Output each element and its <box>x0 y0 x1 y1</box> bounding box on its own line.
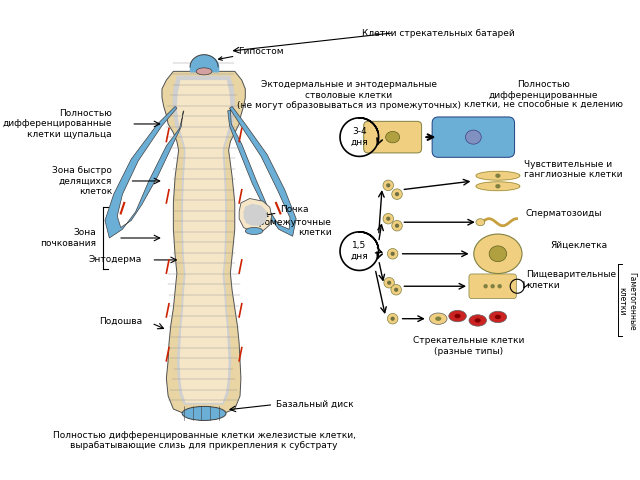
Ellipse shape <box>383 214 394 224</box>
Ellipse shape <box>497 284 502 288</box>
Text: Стрекательные клетки
(разные типы): Стрекательные клетки (разные типы) <box>413 336 525 356</box>
Ellipse shape <box>387 281 391 285</box>
Ellipse shape <box>386 216 390 221</box>
Ellipse shape <box>245 228 263 235</box>
Ellipse shape <box>391 285 401 295</box>
Text: Яйцеклетка: Яйцеклетка <box>550 240 607 250</box>
Polygon shape <box>228 107 296 236</box>
Ellipse shape <box>429 313 447 324</box>
Ellipse shape <box>387 313 398 324</box>
Ellipse shape <box>495 174 500 178</box>
Ellipse shape <box>495 184 500 189</box>
Ellipse shape <box>435 316 442 321</box>
Ellipse shape <box>475 318 481 323</box>
Text: Зона
почкования: Зона почкования <box>40 228 96 248</box>
FancyBboxPatch shape <box>469 274 516 299</box>
Text: Энтодерма: Энтодерма <box>88 255 142 264</box>
Text: Клетки стрекательных батарей: Клетки стрекательных батарей <box>362 29 515 38</box>
Text: Полностью
дифференцированные
клетки, не способные к делению: Полностью дифференцированные клетки, не … <box>464 80 623 110</box>
Ellipse shape <box>495 315 501 319</box>
Ellipse shape <box>454 314 461 318</box>
Text: Почка: Почка <box>264 205 309 216</box>
Ellipse shape <box>490 284 495 288</box>
Polygon shape <box>476 182 520 191</box>
Text: Эктодермальные и энтодермальные
стволовые клетки
(не могут образовываться из про: Эктодермальные и энтодермальные стволовы… <box>237 80 461 110</box>
Ellipse shape <box>489 311 507 323</box>
Text: Чувствительные и
ганглиозные клетки: Чувствительные и ганглиозные клетки <box>524 160 623 180</box>
Ellipse shape <box>469 315 486 326</box>
Ellipse shape <box>465 130 481 144</box>
Ellipse shape <box>394 288 398 292</box>
Ellipse shape <box>395 192 399 196</box>
Text: Гаметогенные
клетки: Гаметогенные клетки <box>617 272 637 330</box>
Text: Пищеварительные
клетки: Пищеварительные клетки <box>526 270 616 290</box>
Ellipse shape <box>483 284 488 288</box>
Ellipse shape <box>390 252 395 256</box>
Ellipse shape <box>474 234 522 274</box>
Ellipse shape <box>489 246 507 262</box>
Text: Полностью
дифференцированные
клетки щупальца: Полностью дифференцированные клетки щупа… <box>3 109 112 139</box>
Ellipse shape <box>383 180 394 191</box>
Text: Сперматозоиды: Сперматозоиды <box>526 209 602 218</box>
FancyBboxPatch shape <box>364 121 422 153</box>
Ellipse shape <box>476 219 484 226</box>
Polygon shape <box>105 107 184 238</box>
Polygon shape <box>244 204 268 226</box>
Ellipse shape <box>196 68 212 75</box>
Ellipse shape <box>384 277 394 288</box>
Ellipse shape <box>449 311 467 322</box>
Text: Полностью дифференцированные клетки железистые клетки,
вырабатывающие слизь для : Полностью дифференцированные клетки желе… <box>52 431 355 450</box>
Text: Гипостом: Гипостом <box>218 47 284 60</box>
Text: 3-4
дня: 3-4 дня <box>351 127 368 147</box>
Text: Зона быстро
делящихся
клеток: Зона быстро делящихся клеток <box>52 166 112 196</box>
Ellipse shape <box>390 317 395 321</box>
Polygon shape <box>177 80 230 403</box>
Ellipse shape <box>392 189 403 199</box>
Text: Подошва: Подошва <box>99 317 142 326</box>
Ellipse shape <box>386 183 390 188</box>
Polygon shape <box>239 199 271 232</box>
Ellipse shape <box>386 132 399 143</box>
Polygon shape <box>162 72 245 413</box>
Text: 1,5
дня: 1,5 дня <box>351 241 368 261</box>
FancyBboxPatch shape <box>432 117 515 157</box>
Ellipse shape <box>387 249 398 259</box>
Polygon shape <box>476 171 520 180</box>
Text: Промежуточные
клетки: Промежуточные клетки <box>252 218 332 237</box>
Text: Базальный диск: Базальный диск <box>276 400 354 409</box>
Ellipse shape <box>182 407 226 420</box>
Ellipse shape <box>395 224 399 228</box>
Polygon shape <box>173 76 235 405</box>
Ellipse shape <box>392 220 403 231</box>
